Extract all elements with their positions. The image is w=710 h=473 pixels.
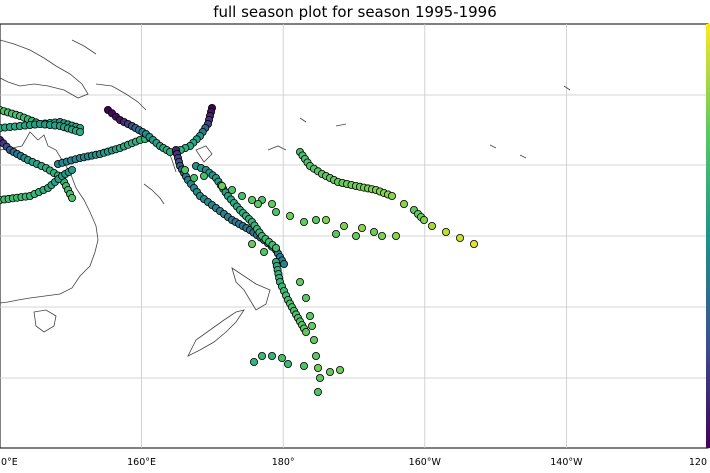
track-point [427, 221, 436, 230]
coastlines [0, 39, 571, 357]
track-point [257, 351, 266, 360]
track-point [237, 191, 246, 200]
track-point [180, 165, 189, 174]
track-point [267, 199, 276, 208]
coastline-nz-south [187, 309, 245, 357]
track-point [285, 211, 294, 220]
track-point [199, 171, 208, 180]
coastline-samoa [267, 145, 287, 151]
lon-tick-label: 0°E [1, 457, 18, 468]
track-point [259, 247, 268, 256]
colorbar-strip [706, 24, 710, 448]
track-point [217, 181, 226, 190]
coastline-cook [335, 123, 347, 127]
plot-title: full season plot for season 1995-1996 [213, 3, 497, 21]
track-point [311, 215, 320, 224]
coastline-french-polynesia [489, 85, 571, 159]
track-point [68, 193, 77, 202]
track-point [455, 233, 464, 242]
lon-tick-label: 160°E [127, 457, 156, 468]
lon-tick-label: 140°W [550, 457, 583, 468]
track-point [247, 195, 256, 204]
track-point [301, 327, 310, 336]
coastline-nz-north [231, 267, 271, 311]
track-point [253, 199, 262, 208]
track-point [305, 311, 314, 320]
track-point [271, 207, 280, 216]
coastline-new-ireland [71, 39, 97, 55]
track-point [335, 365, 344, 374]
track-point [339, 221, 348, 230]
lon-tick-label: 180° [272, 457, 295, 468]
track-point [313, 387, 322, 396]
track-point [321, 215, 330, 224]
track-point [311, 351, 320, 360]
track-point [227, 185, 236, 194]
track-point [271, 243, 280, 252]
coastline-new-guinea [0, 39, 89, 99]
longitude-axis: 0°E 160°E 180° 160°W 140°W 120 [1, 457, 707, 468]
track-point [299, 217, 308, 226]
coastline-tonga [299, 117, 307, 123]
track-point [283, 359, 292, 368]
track-point [279, 259, 288, 268]
track-point [387, 191, 396, 200]
track-point [68, 165, 77, 174]
track-point [351, 231, 360, 240]
cyclone-tracks [0, 104, 478, 396]
coastline-new-caledonia [143, 183, 165, 205]
track-point [277, 353, 286, 362]
track-point [189, 173, 198, 182]
track-point [299, 361, 308, 370]
track-point [309, 335, 318, 344]
track-point [357, 223, 366, 232]
track-point [301, 293, 310, 302]
track-point [399, 199, 408, 208]
track-point [295, 277, 304, 286]
lon-tick-label: 120 [689, 457, 707, 468]
colorbar [706, 24, 710, 448]
track-point [267, 351, 276, 360]
map-grid [0, 23, 709, 449]
track-point [325, 367, 334, 376]
track-point [441, 227, 450, 236]
track-point [307, 321, 316, 330]
track-point [247, 239, 256, 248]
track-point [76, 127, 85, 136]
track-point [331, 229, 340, 238]
track-point [469, 239, 478, 248]
coastline-fiji [195, 145, 213, 163]
coastline-tasmania [33, 309, 57, 333]
track-point [377, 231, 386, 240]
track-point [315, 373, 324, 382]
track-point [419, 215, 428, 224]
track-point [249, 357, 258, 366]
coastline-australia [0, 131, 99, 304]
track-point [391, 231, 400, 240]
lon-tick-label: 160°W [409, 457, 442, 468]
track-point [313, 363, 322, 372]
track-point [369, 227, 378, 236]
coastline-solomons [95, 83, 147, 111]
